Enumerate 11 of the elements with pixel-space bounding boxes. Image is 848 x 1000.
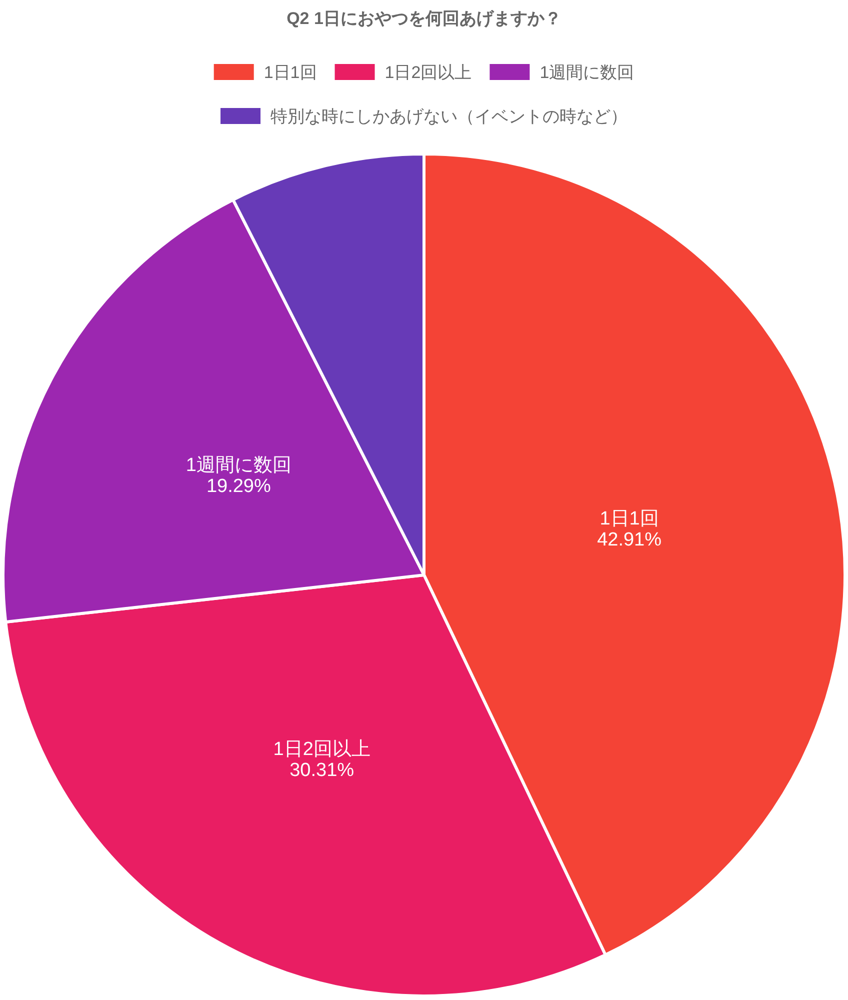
data-label: 42.91% xyxy=(597,530,662,550)
data-label: 19.29% xyxy=(206,476,272,498)
legend-label: 特別な時にしかあげない（イベントの時など） xyxy=(270,107,628,126)
slice-label: 1日2回以上 xyxy=(273,739,370,760)
slice-label: 1週間に数回 xyxy=(186,455,292,476)
chart-title: Q2 1日におやつを何回あげますか？ xyxy=(286,9,562,28)
legend-label: 1週間に数回 xyxy=(540,63,634,82)
legend-label: 1日2回以上 xyxy=(384,63,472,82)
legend-label: 1日1回 xyxy=(264,63,317,82)
data-label: 30.31% xyxy=(290,760,354,782)
slice-label: 1日1回 xyxy=(600,508,659,530)
